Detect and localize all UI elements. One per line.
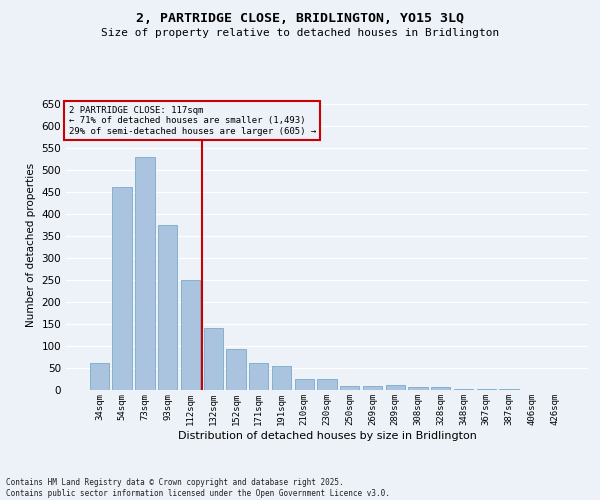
Text: Contains HM Land Registry data © Crown copyright and database right 2025.
Contai: Contains HM Land Registry data © Crown c…	[6, 478, 390, 498]
Text: 2 PARTRIDGE CLOSE: 117sqm
← 71% of detached houses are smaller (1,493)
29% of se: 2 PARTRIDGE CLOSE: 117sqm ← 71% of detac…	[68, 106, 316, 136]
Bar	[272, 366, 291, 390]
Bar	[203, 328, 223, 390]
Bar	[249, 363, 268, 390]
Bar	[409, 388, 428, 390]
X-axis label: Distribution of detached houses by size in Bridlington: Distribution of detached houses by size …	[178, 430, 476, 440]
Bar	[363, 386, 382, 390]
Bar	[158, 225, 178, 390]
Bar	[431, 387, 451, 390]
Text: Size of property relative to detached houses in Bridlington: Size of property relative to detached ho…	[101, 28, 499, 38]
Bar	[454, 388, 473, 390]
Bar	[181, 280, 200, 390]
Bar	[90, 363, 109, 390]
Bar	[386, 384, 405, 390]
Y-axis label: Number of detached properties: Number of detached properties	[26, 163, 36, 327]
Bar	[112, 186, 132, 390]
Bar	[476, 389, 496, 390]
Text: 2, PARTRIDGE CLOSE, BRIDLINGTON, YO15 3LQ: 2, PARTRIDGE CLOSE, BRIDLINGTON, YO15 3L…	[136, 12, 464, 26]
Bar	[295, 379, 314, 390]
Bar	[226, 349, 245, 390]
Bar	[340, 386, 359, 390]
Bar	[135, 157, 155, 390]
Bar	[317, 379, 337, 390]
Bar	[499, 389, 519, 390]
